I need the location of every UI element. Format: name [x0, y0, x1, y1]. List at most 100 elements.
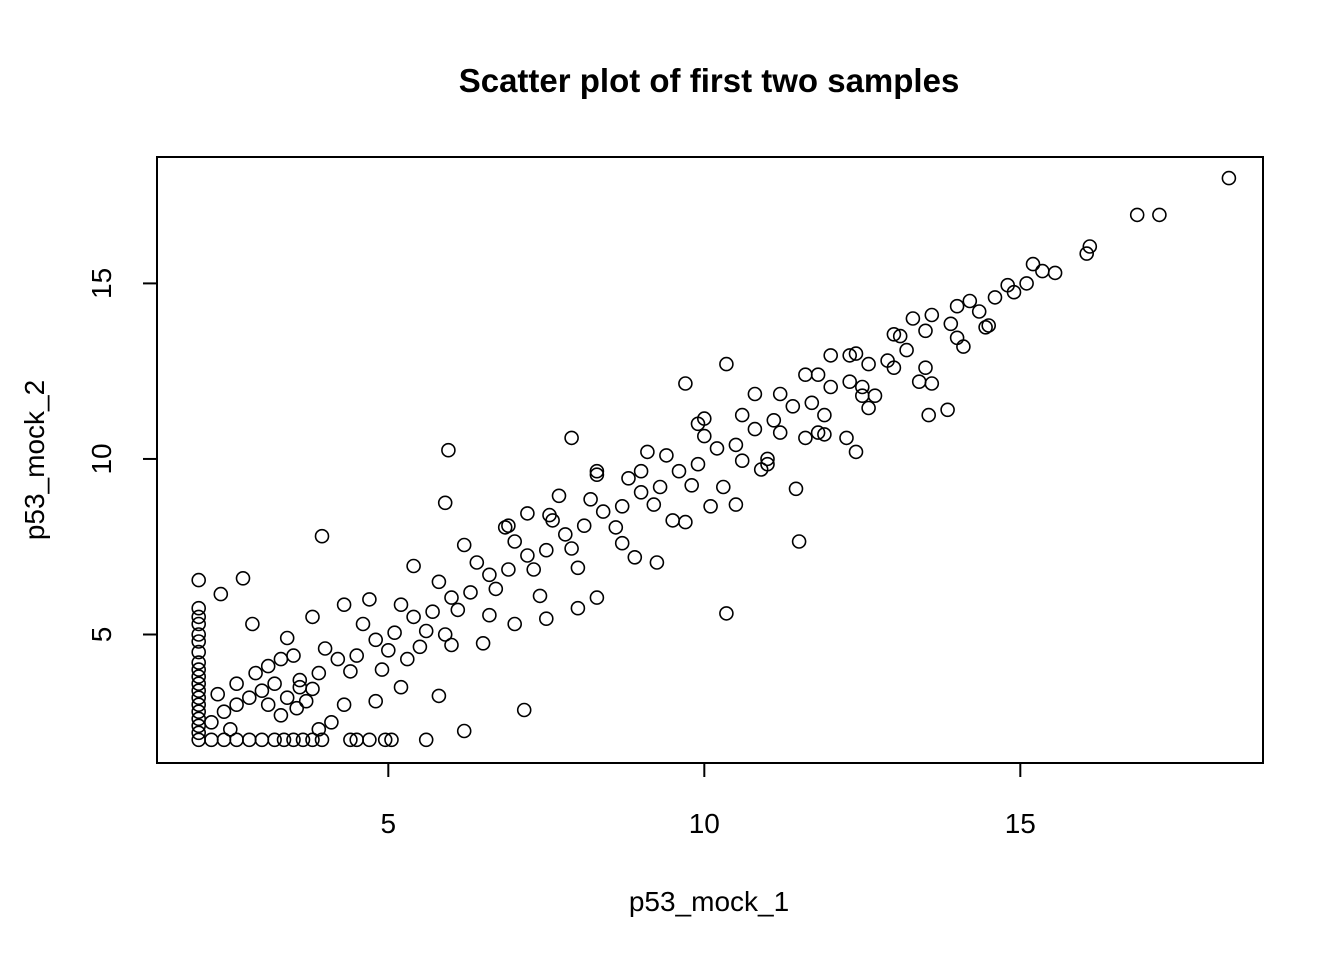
data-point — [191, 676, 206, 692]
data-point — [646, 497, 662, 512]
data-point — [949, 330, 965, 346]
data-point — [690, 416, 706, 432]
data-point — [962, 293, 978, 309]
data-point — [286, 732, 301, 748]
data-point — [362, 592, 377, 607]
data-point — [276, 732, 292, 748]
data-point — [709, 441, 725, 456]
data-point — [627, 549, 643, 565]
data-point — [671, 463, 687, 479]
data-point — [1035, 263, 1050, 279]
data-point — [545, 513, 560, 528]
data-point — [956, 339, 971, 354]
data-point — [1025, 256, 1041, 272]
data-point — [362, 732, 377, 748]
data-point — [431, 688, 447, 704]
data-point — [719, 606, 734, 621]
data-point — [305, 681, 320, 697]
data-point — [456, 537, 472, 553]
data-point — [583, 491, 598, 507]
data-point — [614, 535, 630, 551]
data-point — [437, 627, 453, 642]
data-point — [924, 376, 940, 391]
data-point — [520, 506, 535, 521]
data-point — [191, 609, 206, 625]
data-point — [279, 690, 295, 706]
data-point — [412, 639, 428, 655]
data-point — [1000, 277, 1016, 293]
data-point — [191, 669, 206, 684]
data-point — [576, 518, 592, 534]
data-point — [418, 623, 434, 639]
data-point — [918, 323, 933, 339]
data-point — [1221, 170, 1237, 186]
data-point — [482, 607, 497, 623]
data-point — [1019, 276, 1034, 291]
data-point — [788, 481, 804, 497]
data-point — [848, 346, 864, 361]
data-point — [911, 374, 927, 390]
data-point — [551, 488, 567, 504]
data-point — [393, 597, 409, 613]
data-point — [229, 676, 244, 692]
data-point — [374, 662, 390, 677]
data-point — [501, 518, 516, 534]
data-point — [633, 484, 649, 500]
data-point — [450, 602, 466, 618]
data-point — [204, 732, 219, 748]
data-point — [336, 697, 352, 713]
data-point — [798, 367, 813, 383]
data-point — [235, 570, 251, 586]
data-point — [785, 398, 801, 414]
data-point — [210, 686, 225, 702]
data-point — [273, 651, 289, 667]
data-point — [842, 348, 858, 363]
data-point — [229, 697, 244, 713]
data-point — [589, 463, 605, 479]
data-point — [839, 430, 854, 446]
data-point — [314, 732, 330, 748]
data-point — [772, 386, 788, 402]
data-point — [406, 558, 421, 574]
data-point — [254, 683, 270, 699]
data-point — [538, 611, 554, 627]
data-point — [267, 732, 282, 748]
data-point — [649, 555, 665, 570]
data-point — [924, 307, 940, 323]
data-point — [570, 600, 586, 616]
data-point — [690, 456, 706, 472]
data-point — [191, 662, 206, 677]
data-point — [861, 356, 876, 372]
data-point — [570, 560, 586, 576]
data-point — [842, 374, 858, 390]
data-point — [324, 714, 339, 730]
data-point — [191, 704, 206, 720]
data-point — [516, 702, 532, 718]
data-point — [223, 721, 238, 737]
data-point — [589, 467, 605, 483]
data-point — [987, 290, 1003, 305]
data-point — [191, 616, 206, 632]
data-point — [507, 534, 523, 549]
data-point — [981, 318, 997, 333]
data-point — [441, 442, 456, 458]
data-point — [437, 495, 453, 511]
data-point — [330, 651, 346, 667]
data-point — [652, 479, 668, 495]
data-point — [242, 732, 257, 748]
data-point — [684, 477, 700, 493]
data-point — [678, 376, 693, 391]
data-point — [892, 328, 908, 344]
y-tick-label: 15 — [86, 268, 117, 299]
data-point — [886, 326, 902, 342]
data-point — [279, 630, 295, 646]
data-point — [608, 520, 624, 535]
data-point — [728, 437, 744, 453]
x-tick-label: 5 — [381, 808, 397, 839]
y-axis-label: p53_mock_2 — [19, 380, 50, 540]
data-point — [905, 311, 921, 326]
data-point — [298, 693, 314, 709]
data-point — [368, 632, 384, 648]
data-point — [621, 470, 636, 486]
data-point — [245, 616, 260, 632]
